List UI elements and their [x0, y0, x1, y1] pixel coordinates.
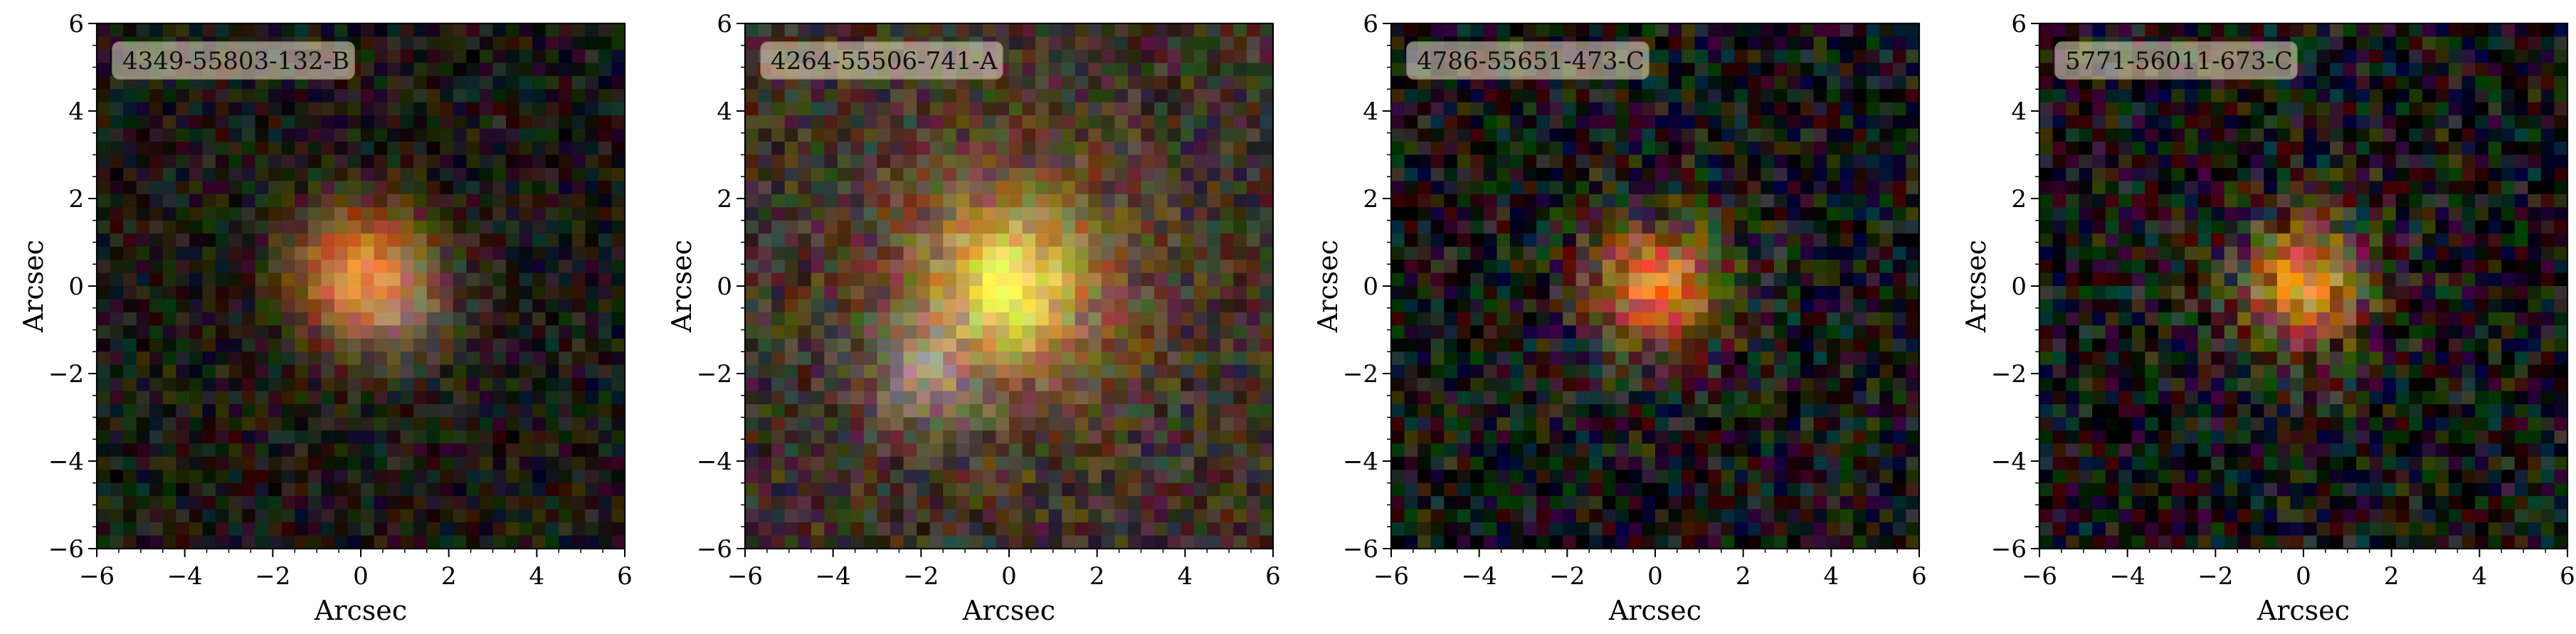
- x-axis-label: Arcsec: [2256, 595, 2350, 626]
- y-tick-label: 2: [1363, 185, 1378, 213]
- panel-4: −6−6 −4 −4 −2 −2 0 0 2 2 4 4 6 6 Arcsec Arcsec 5771-560…: [1960, 10, 2575, 626]
- y-axis-label: Arcsec: [666, 240, 697, 333]
- x-axis-label: Arcsec: [1608, 595, 1701, 626]
- x-tick-label: 6: [1265, 562, 1281, 591]
- x-tick-label: 4: [1824, 562, 1839, 591]
- y-tick-label: −2: [697, 360, 732, 389]
- x-tick-label: 2: [1089, 562, 1105, 591]
- panel-2: −6−6 −4 −4 −2 −2 0 0 2 2 4 4 6 6 Arcsec Arcsec 4264-555…: [666, 10, 1281, 626]
- id-label-box: 4264-55506-741-A: [760, 41, 1003, 80]
- x-tick-label: 0: [2296, 562, 2311, 591]
- x-tick-label: 6: [2560, 562, 2575, 591]
- x-tick-label: −6: [1373, 562, 1409, 591]
- y-tick-label: 4: [2011, 97, 2027, 126]
- x-tick-label: −4: [815, 562, 851, 591]
- x-tick-label: 6: [1911, 562, 1927, 591]
- x-tick-label: 2: [441, 562, 457, 591]
- x-tick-label: 4: [1178, 562, 1193, 591]
- id-label-box: 4786-55651-473-C: [1406, 41, 1649, 80]
- panel-3: −6−6 −4 −4 −2 −2 0 0 2 2 4 4 6 6 Arcsec Arcsec 4786-556…: [1312, 10, 1927, 626]
- y-tick-label: 2: [2011, 185, 2027, 213]
- y-tick-label: −2: [1991, 360, 2027, 389]
- y-tick-label: 2: [717, 185, 732, 213]
- panel-1: −6−6 −4 −4 −2 −2 0 0 2 2 4 4 6 6 Arcsec Arcsec 4349-558…: [18, 10, 633, 626]
- x-tick-label: −4: [167, 562, 203, 591]
- y-tick-label: 0: [717, 273, 732, 301]
- y-tick-label: 4: [1363, 97, 1378, 126]
- y-tick-label: −6: [697, 535, 732, 564]
- plate-mjd-fiber-id: 4349-55803-132-B: [122, 47, 349, 75]
- y-tick-label: 4: [68, 97, 84, 126]
- y-tick-label: 2: [68, 185, 84, 213]
- y-tick-label: 0: [68, 273, 84, 301]
- x-tick-label: 4: [529, 562, 545, 591]
- x-axis-label: Arcsec: [962, 595, 1055, 626]
- y-axis-label: Arcsec: [1960, 240, 1992, 333]
- x-tick-label: −2: [255, 562, 290, 591]
- y-tick-label: 6: [68, 10, 84, 38]
- x-tick-label: −6: [727, 562, 763, 591]
- y-axis-label: Arcsec: [1312, 240, 1344, 333]
- x-tick-label: −4: [1462, 562, 1497, 591]
- y-axis-label: Arcsec: [18, 240, 49, 333]
- galaxy-image: [1391, 23, 1920, 549]
- id-label-box: 4349-55803-132-B: [112, 41, 355, 80]
- x-tick-label: 0: [1647, 562, 1663, 591]
- panels-container: −6−6−4−4−2−200224466ArcsecArcsec4349-558…: [18, 10, 2575, 626]
- y-tick-label: 6: [717, 10, 732, 38]
- y-tick-label: 0: [1363, 273, 1378, 301]
- y-tick-label: −6: [48, 535, 84, 564]
- galaxy-image: [97, 23, 625, 549]
- x-tick-label: 2: [1736, 562, 1751, 591]
- plate-mjd-fiber-id: 4264-55506-741-A: [771, 47, 998, 75]
- x-tick-label: −2: [903, 562, 939, 591]
- x-tick-label: 0: [353, 562, 369, 591]
- galaxy-image: [2039, 23, 2568, 549]
- y-tick-label: −6: [1991, 535, 2027, 564]
- y-tick-label: −2: [48, 360, 84, 389]
- x-tick-label: 4: [2472, 562, 2488, 591]
- plate-mjd-fiber-id: 4786-55651-473-C: [1417, 47, 1645, 75]
- id-label-box: 5771-56011-673-C: [2054, 41, 2298, 80]
- x-axis-label: Arcsec: [314, 595, 407, 626]
- x-tick-label: 6: [617, 562, 633, 591]
- y-tick-label: 6: [1363, 10, 1378, 38]
- y-tick-label: −4: [1991, 448, 2027, 476]
- galaxy-image: [745, 23, 1274, 549]
- y-tick-label: 0: [2011, 273, 2027, 301]
- x-tick-label: 2: [2384, 562, 2400, 591]
- x-tick-label: −2: [2197, 562, 2233, 591]
- x-tick-label: 0: [1001, 562, 1017, 591]
- y-tick-label: −4: [697, 448, 732, 476]
- x-tick-label: −6: [2022, 562, 2057, 591]
- y-tick-label: −2: [1343, 360, 1378, 389]
- x-tick-label: −2: [1549, 562, 1585, 591]
- y-tick-label: −6: [1343, 535, 1378, 564]
- y-tick-label: 6: [2011, 10, 2027, 38]
- x-tick-label: −4: [2110, 562, 2145, 591]
- plate-mjd-fiber-id: 5771-56011-673-C: [2065, 47, 2293, 75]
- x-tick-label: −6: [79, 562, 115, 591]
- y-tick-label: 4: [717, 97, 732, 126]
- y-tick-label: −4: [48, 448, 84, 476]
- y-tick-label: −4: [1343, 448, 1378, 476]
